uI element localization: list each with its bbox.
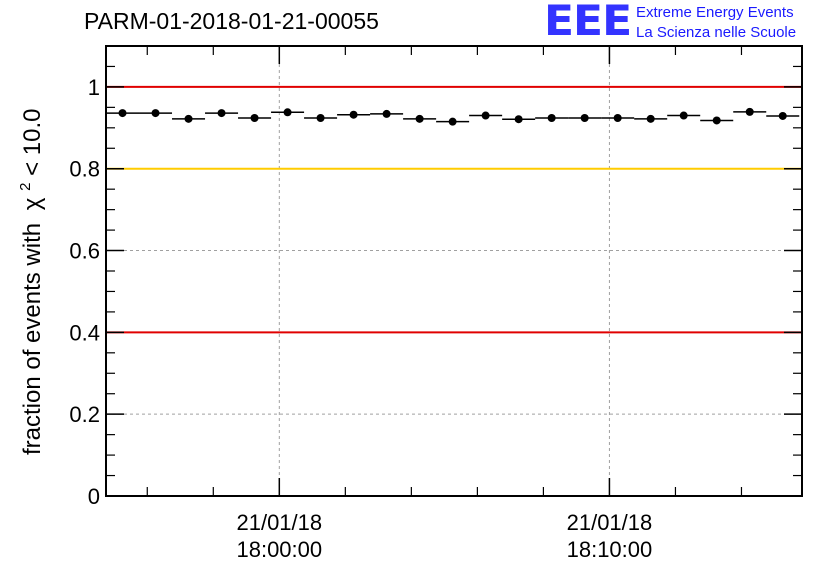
axis-ticks	[106, 46, 802, 497]
x-tick-label-time: 18:10:00	[567, 537, 653, 562]
data-point	[481, 111, 490, 120]
y-tick-label: 1	[88, 75, 100, 100]
data-point	[613, 114, 622, 122]
data-point	[646, 114, 655, 123]
logo-tagline-2: La Scienza nelle Scuole	[636, 24, 797, 41]
data-point	[448, 117, 457, 126]
eee-logo: EEE Extreme Energy Events La Scienza nel…	[544, 0, 834, 47]
data-point	[184, 114, 193, 123]
axis-labels: 00.20.40.60.8121/01/1818:00:0021/01/1818…	[69, 75, 652, 562]
reference-lines	[106, 85, 802, 334]
data-point	[745, 107, 754, 116]
y-tick-label: 0.8	[69, 157, 100, 182]
y-tick-label: 0.6	[69, 239, 100, 264]
y-tick-label: 0.4	[69, 320, 100, 345]
y-axis-label-symbol: χ	[19, 197, 46, 210]
data-point	[712, 116, 721, 125]
data-point	[118, 109, 127, 118]
y-tick-label: 0	[88, 484, 100, 509]
data-point	[382, 109, 391, 118]
y-axis-label-superscript: 2	[17, 183, 34, 191]
y-tick-label: 0.2	[69, 402, 100, 427]
logo-tagline-1: Extreme Energy Events	[636, 4, 794, 21]
data-point	[316, 114, 325, 122]
data-point	[778, 111, 787, 120]
y-axis-label: fraction of events with χ 2 < 10.0	[9, 109, 46, 456]
x-tick-label-date: 21/01/18	[567, 510, 653, 535]
page-title: PARM-01-2018-01-21-00055	[84, 8, 379, 34]
data-point	[250, 114, 259, 122]
data-point	[580, 114, 589, 122]
data-point	[151, 109, 160, 118]
y-axis-label-text: fraction of events with	[19, 223, 46, 455]
x-tick-label-date: 21/01/18	[236, 510, 322, 535]
data-points	[106, 107, 800, 126]
data-point	[283, 108, 292, 117]
data-point	[415, 114, 424, 123]
x-tick-label-time: 18:00:00	[236, 537, 322, 562]
data-point	[349, 110, 358, 119]
y-axis-label-tail: < 10.0	[19, 109, 46, 176]
data-point	[547, 114, 556, 122]
data-point	[514, 115, 523, 124]
data-point	[217, 109, 226, 118]
eee-logo-mark: EEE	[544, 0, 632, 46]
data-point	[679, 111, 688, 120]
